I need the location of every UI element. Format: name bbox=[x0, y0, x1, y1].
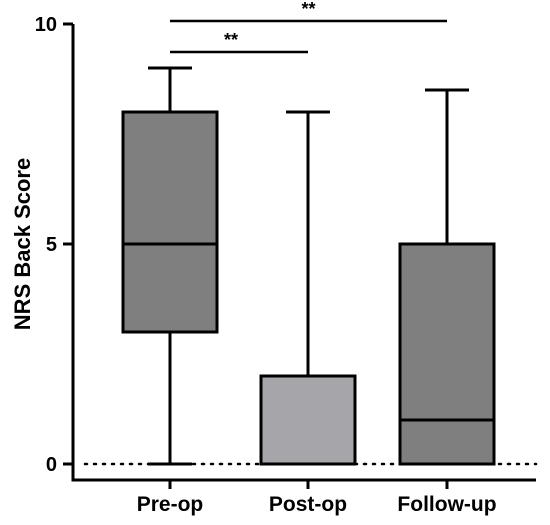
y-tick-label-5: 5 bbox=[46, 234, 57, 256]
y-tick-label-0: 0 bbox=[46, 454, 57, 476]
y-axis-title: NRS Back Score bbox=[10, 158, 35, 330]
box-rect bbox=[398, 242, 496, 466]
box-1 bbox=[259, 110, 357, 466]
category-label-2: Follow-up bbox=[397, 493, 496, 516]
category-label-1: Post-op bbox=[269, 493, 347, 516]
significance-label: ** bbox=[224, 30, 238, 50]
box-0 bbox=[121, 66, 219, 466]
box-rect bbox=[259, 374, 357, 466]
significance-bracket-0: ** bbox=[170, 30, 308, 54]
y-tick-label-10: 10 bbox=[35, 14, 57, 36]
category-label-0: Pre-op bbox=[137, 493, 204, 516]
y-axis: 0 5 10 bbox=[35, 14, 75, 480]
box-rect bbox=[121, 110, 219, 334]
significance-layer: ** ** bbox=[170, 0, 447, 54]
significance-bracket-1: ** bbox=[170, 0, 447, 23]
box-2 bbox=[398, 88, 496, 466]
box-layer bbox=[121, 66, 496, 466]
significance-label: ** bbox=[301, 0, 315, 19]
x-axis: Pre-op Post-op Follow-up bbox=[71, 478, 536, 516]
